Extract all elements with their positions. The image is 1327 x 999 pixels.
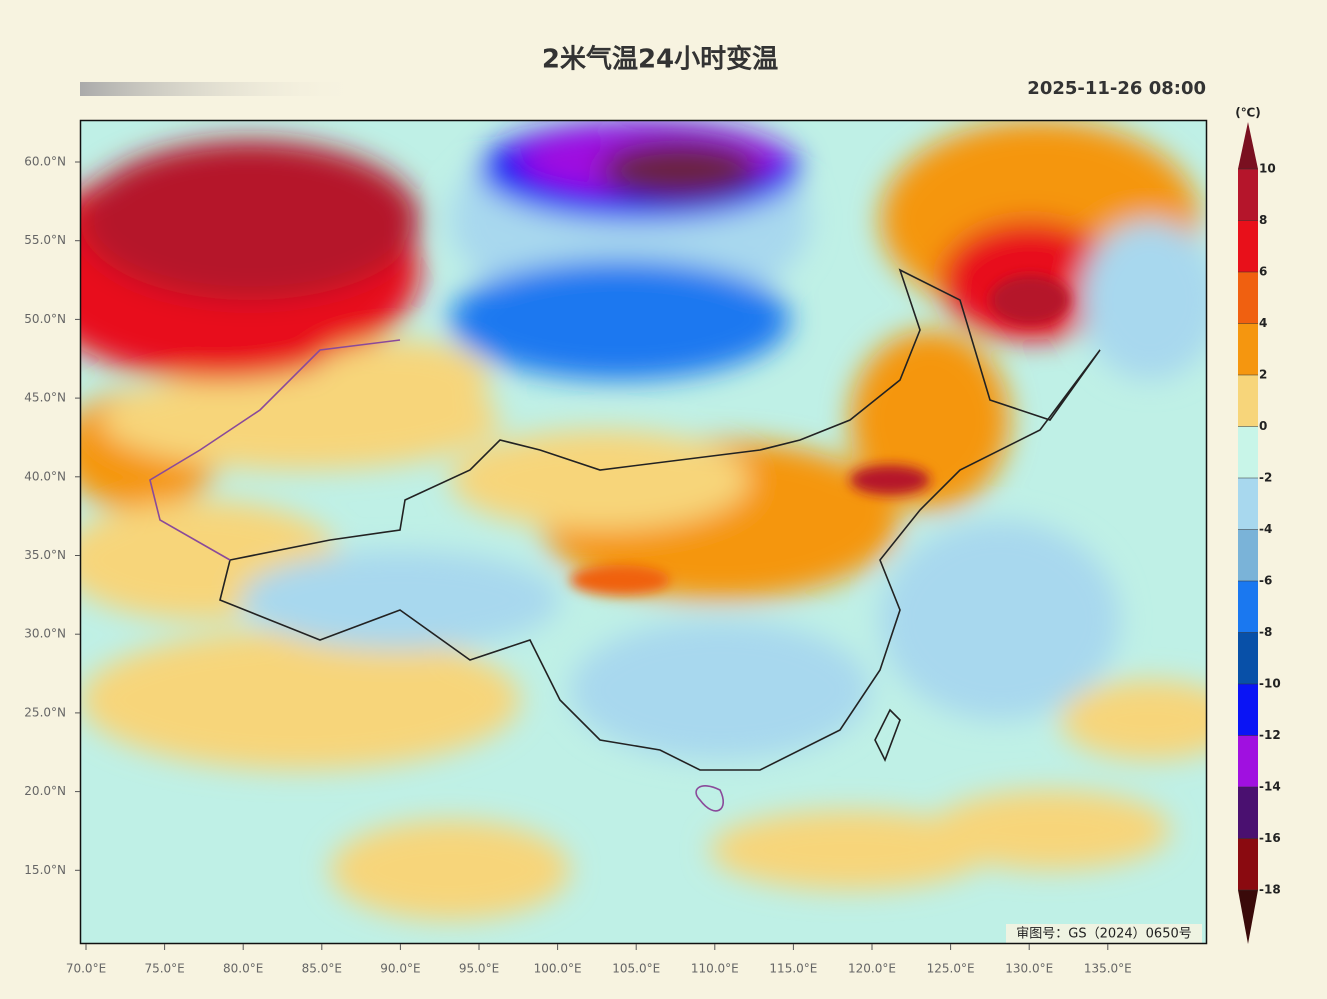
- lon-label: 85.0°E: [302, 962, 342, 976]
- lat-label: 35.0°N: [24, 548, 66, 562]
- colorbar-segment: [1238, 375, 1258, 427]
- lat-label: 30.0°N: [24, 627, 66, 641]
- lon-label: 95.0°E: [459, 962, 499, 976]
- colorbar-label: -10: [1259, 677, 1281, 691]
- colorbar-segment: [1238, 478, 1258, 530]
- title: 2米气温24小时变温: [542, 44, 778, 75]
- datetime: 2025-11-26 08:00: [1027, 78, 1206, 99]
- colorbar-segment: [1238, 838, 1258, 890]
- colorbar-segment: [1238, 632, 1258, 684]
- lat-label: 40.0°N: [24, 469, 66, 483]
- decor-bar: [80, 82, 360, 96]
- colorbar-segment: [1238, 787, 1258, 839]
- lon-label: 130.0°E: [1005, 962, 1053, 976]
- colorbar-bottom: [1238, 890, 1258, 944]
- lat-label: 15.0°N: [24, 863, 66, 877]
- colorbar-segment: [1238, 684, 1258, 736]
- colorbar-label: 4: [1259, 316, 1267, 330]
- lon-label: 70.0°E: [66, 962, 106, 976]
- lat-label: 25.0°N: [24, 705, 66, 719]
- colorbar-label: -14: [1259, 780, 1281, 794]
- map-frame: [79, 119, 1208, 945]
- lon-label: 75.0°E: [144, 962, 184, 976]
- lat-label: 45.0°N: [24, 391, 66, 405]
- colorbar-label: -6: [1259, 574, 1272, 588]
- lon-label: 125.0°E: [927, 962, 975, 976]
- colorbar-segment: [1238, 735, 1258, 787]
- colorbar-label: -2: [1259, 471, 1272, 485]
- lon-label: 105.0°E: [612, 962, 660, 976]
- lat-label: 50.0°N: [24, 312, 66, 326]
- colorbar-label: 8: [1259, 213, 1267, 227]
- colorbar-segment: [1238, 272, 1258, 324]
- colorbar-segment: [1238, 220, 1258, 272]
- colorbar-label: -4: [1259, 522, 1272, 536]
- lat-label: 55.0°N: [24, 233, 66, 247]
- colorbar-segment: [1238, 426, 1258, 478]
- boundary: [219, 268, 1101, 771]
- colorbar-label: -18: [1259, 883, 1281, 897]
- colorbar-segment: [1238, 169, 1258, 221]
- lon-label: 90.0°E: [380, 962, 420, 976]
- lon-label: 120.0°E: [848, 962, 896, 976]
- lat-label: 60.0°N: [24, 155, 66, 169]
- colorbar-label: 2: [1259, 368, 1267, 382]
- lat-label: 20.0°N: [24, 784, 66, 798]
- colorbar-label: -16: [1259, 831, 1281, 845]
- colorbar-top: [1238, 122, 1258, 169]
- colorbar-label: 0: [1259, 419, 1267, 433]
- lon-label: 110.0°E: [691, 962, 739, 976]
- lon-label: 135.0°E: [1084, 962, 1132, 976]
- colorbar-label: -8: [1259, 625, 1272, 639]
- lon-label: 100.0°E: [534, 962, 582, 976]
- colorbar-unit: (℃): [1235, 106, 1261, 120]
- lon-label: 115.0°E: [769, 962, 817, 976]
- map-field: 审图号：GS（2024）0650号: [81, 121, 1206, 943]
- colorbar-segment: [1238, 323, 1258, 375]
- colorbar-label: -12: [1259, 728, 1281, 742]
- stamp: 审图号：GS（2024）0650号: [1016, 927, 1192, 942]
- lon-label: 80.0°E: [223, 962, 263, 976]
- colorbar-label: 6: [1259, 265, 1267, 279]
- colorbar-segment: [1238, 581, 1258, 633]
- colorbar-segment: [1238, 529, 1258, 581]
- colorbar-label: 10: [1259, 162, 1276, 176]
